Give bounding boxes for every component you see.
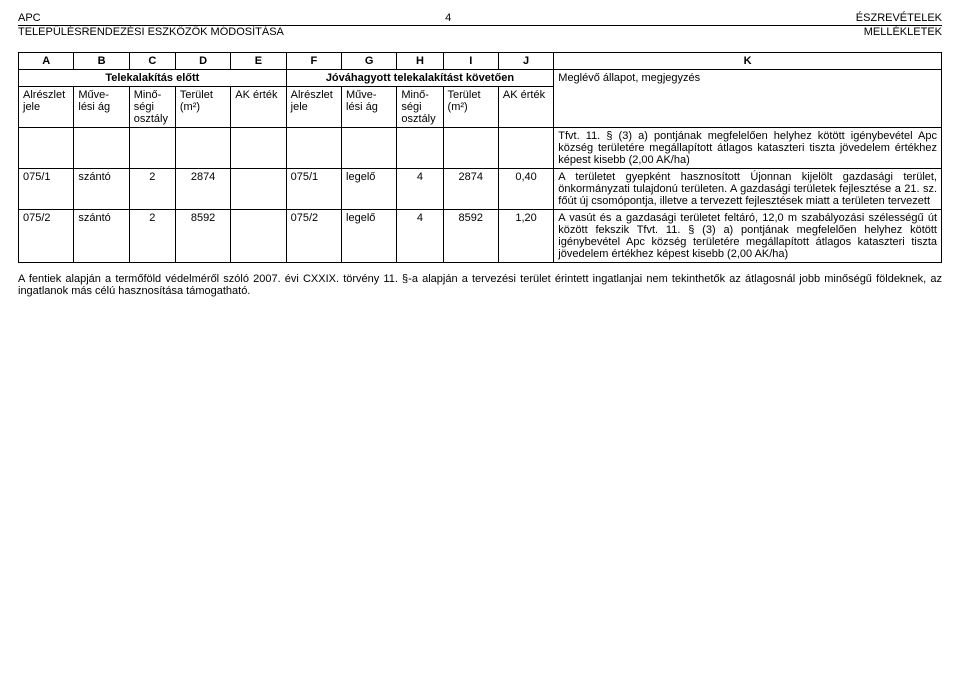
cell-empty [397, 128, 443, 169]
cell: 2 [129, 169, 175, 210]
sub-i: Terület (m²) [443, 87, 498, 128]
table-row: 075/1 szántó 2 2874 075/1 legelő 4 2874 … [19, 169, 942, 210]
group-before: Telekalakítás előtt [19, 70, 287, 87]
cell-k: A területet gyepként hasznosított Újonna… [554, 169, 942, 210]
header-top-left: APC [18, 12, 41, 24]
sub-h: Minő-ségi osztály [397, 87, 443, 128]
col-letter: H [397, 53, 443, 70]
table-row: 075/2 szántó 2 8592 075/2 legelő 4 8592 … [19, 210, 942, 263]
cell-empty [175, 128, 230, 169]
cell-empty [231, 128, 286, 169]
cell [231, 210, 286, 263]
sub-a: Alrészlet jele [19, 87, 74, 128]
col-letter: J [498, 53, 553, 70]
cell: 8592 [175, 210, 230, 263]
cell-k-pre: Tfvt. 11. § (3) a) pontjának megfelelően… [554, 128, 942, 169]
sub-g: Műve-lési ág [342, 87, 397, 128]
cell-k: A vasút és a gazdasági területet feltáró… [554, 210, 942, 263]
cell: 4 [397, 169, 443, 210]
cell-empty [19, 128, 74, 169]
sub-d: Terület (m²) [175, 87, 230, 128]
cell: legelő [342, 210, 397, 263]
col-letter: D [175, 53, 230, 70]
header-bottom-right: MELLÉKLETEK [864, 26, 942, 38]
cell: 075/2 [19, 210, 74, 263]
page-header-top: APC 4 ÉSZREVÉTELEK [18, 12, 942, 26]
cell: 2 [129, 210, 175, 263]
col-letter: F [286, 53, 341, 70]
table-row-groups: Telekalakítás előtt Jóváhagyott telekala… [19, 70, 942, 87]
table-row-pre: Tfvt. 11. § (3) a) pontjának megfelelően… [19, 128, 942, 169]
table-row-letters: A B C D E F G H I J K [19, 53, 942, 70]
sub-f: Alrészlet jele [286, 87, 341, 128]
cell-empty [129, 128, 175, 169]
col-letter: A [19, 53, 74, 70]
cell: 1,20 [498, 210, 553, 263]
col-letter: G [342, 53, 397, 70]
cell-empty [443, 128, 498, 169]
page-header-bottom: TELEPÜLÉSRENDEZÉSI ESZKÖZÖK MÓDOSÍTÁSA M… [18, 26, 942, 38]
group-after: Jóváhagyott telekalakítást követően [286, 70, 554, 87]
footnote-text: A fentiek alapján a termőföld védelméről… [18, 273, 942, 297]
cell: 2874 [443, 169, 498, 210]
col-letter: K [554, 53, 942, 70]
sub-j: AK érték [498, 87, 553, 128]
cell-empty [286, 128, 341, 169]
header-top-center: 4 [41, 12, 856, 24]
col-letter: E [231, 53, 286, 70]
cell: 8592 [443, 210, 498, 263]
cell: szántó [74, 210, 129, 263]
cell: 075/1 [286, 169, 341, 210]
cell: 2874 [175, 169, 230, 210]
col-letter: C [129, 53, 175, 70]
cell-empty [498, 128, 553, 169]
cell: 075/2 [286, 210, 341, 263]
cell: 075/1 [19, 169, 74, 210]
col-letter: I [443, 53, 498, 70]
col-letter: B [74, 53, 129, 70]
main-table: A B C D E F G H I J K Telekalakítás előt… [18, 52, 942, 263]
sub-e: AK érték [231, 87, 286, 128]
cell: 4 [397, 210, 443, 263]
cell [231, 169, 286, 210]
header-bottom-left: TELEPÜLÉSRENDEZÉSI ESZKÖZÖK MÓDOSÍTÁSA [18, 26, 284, 38]
sub-b: Műve-lési ág [74, 87, 129, 128]
header-top-right: ÉSZREVÉTELEK [856, 12, 942, 24]
cell: 0,40 [498, 169, 553, 210]
cell-empty [74, 128, 129, 169]
group-k: Meglévő állapot, megjegyzés [554, 70, 942, 128]
cell-empty [342, 128, 397, 169]
sub-c: Minő-ségi osztály [129, 87, 175, 128]
cell: szántó [74, 169, 129, 210]
cell: legelő [342, 169, 397, 210]
